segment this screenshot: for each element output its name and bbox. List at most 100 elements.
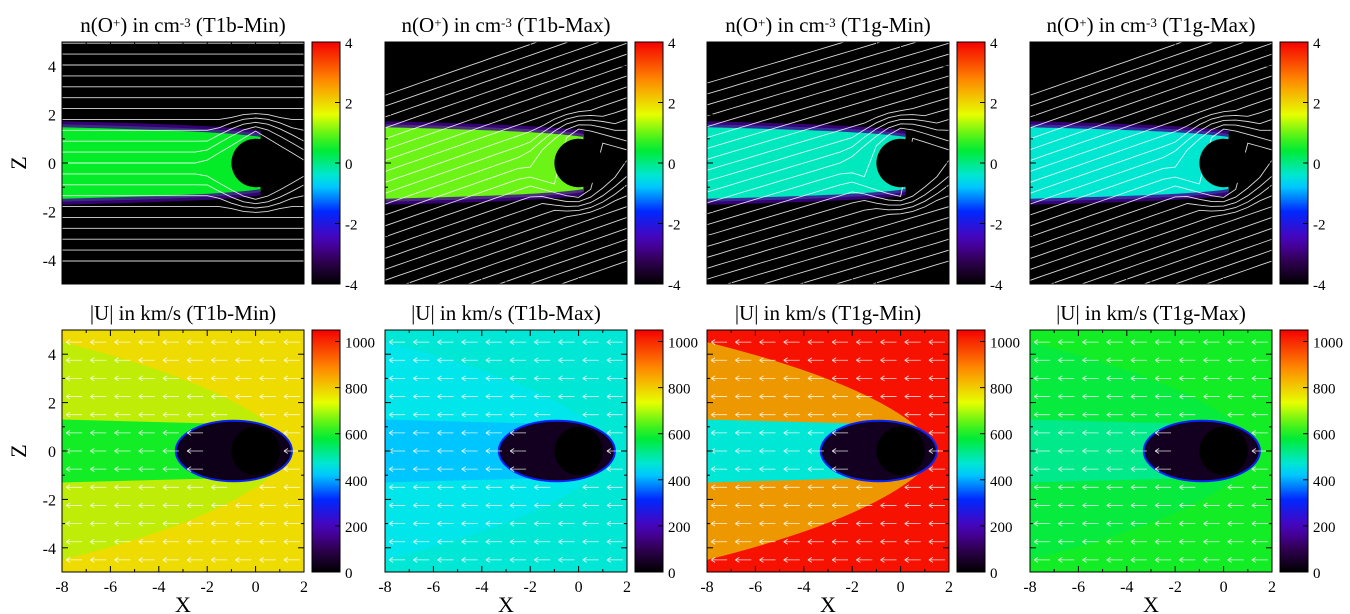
streamline <box>870 260 949 284</box>
velocity-vector <box>606 466 623 472</box>
ion-tail <box>385 124 584 202</box>
velocity-vector <box>1154 393 1172 400</box>
velocity-vector <box>509 430 527 436</box>
streamline <box>1030 86 1272 172</box>
velocity-vector <box>1082 538 1099 545</box>
velocity-vector <box>856 375 873 382</box>
streamline <box>1030 108 1272 194</box>
velocity-vector <box>1227 538 1244 545</box>
streamline <box>1030 142 1272 238</box>
velocity-vector <box>606 430 623 436</box>
velocity-vector <box>904 557 921 563</box>
velocity-vector <box>437 466 454 472</box>
velocity-vector <box>235 393 252 400</box>
colorbar-tick-label: 200 <box>668 520 691 536</box>
velocity-vector <box>388 502 406 509</box>
x-tick-label: 2 <box>623 579 631 596</box>
velocity-vector <box>485 484 502 491</box>
velocity-vector <box>606 448 623 454</box>
velocity-vector <box>259 557 276 563</box>
colorbar-tick-label: 400 <box>1313 474 1336 490</box>
velocity-vector <box>162 411 179 418</box>
velocity-vector <box>880 520 897 527</box>
velocity-vector <box>880 357 897 364</box>
y-tick-label: 2 <box>48 396 56 413</box>
colorbar-tick-label: 0 <box>990 157 998 173</box>
velocity-vector <box>1154 557 1172 563</box>
velocity-vector <box>831 339 849 345</box>
velocity-vector <box>606 538 623 545</box>
velocity-vector <box>65 411 83 418</box>
streamline <box>707 75 949 149</box>
velocity-vector <box>65 502 83 509</box>
velocity-vector <box>856 520 873 527</box>
velocity-vector <box>235 538 252 545</box>
velocity-vector <box>1203 520 1220 527</box>
velocity-vector <box>461 557 478 563</box>
velocity-vector <box>783 484 800 491</box>
velocity-vector <box>65 484 83 491</box>
velocity-vector <box>138 393 155 400</box>
panel-t1g-min-density: n(O+) in cm-3 (T1g-Min) 4 2 0 -2 -4 <box>706 13 1003 294</box>
velocity-vector <box>783 411 800 418</box>
velocity-vector <box>582 557 599 563</box>
velocity-vector <box>211 538 228 545</box>
velocity-vector <box>235 520 252 527</box>
velocity-vector <box>485 538 502 545</box>
velocity-vector <box>807 430 824 436</box>
streamline <box>798 238 949 284</box>
velocity-vector <box>162 520 179 527</box>
velocity-vector <box>1033 393 1051 400</box>
velocity-vector <box>1058 375 1075 382</box>
velocity-vector <box>437 538 454 545</box>
velocity-vector <box>831 411 849 418</box>
streamline <box>1030 195 1272 281</box>
colorbar-tick-label: 800 <box>1313 382 1336 398</box>
velocity-vector <box>582 484 599 491</box>
velocity-vector <box>1033 502 1051 509</box>
x-tick-label: -4 <box>152 579 165 596</box>
colorbar-tick-label: 200 <box>990 520 1013 536</box>
streamline <box>62 113 304 120</box>
velocity-vector <box>186 484 204 491</box>
velocity-vector <box>259 393 276 400</box>
streamline <box>385 42 601 118</box>
velocity-vector <box>1130 430 1147 436</box>
velocity-vector <box>1227 357 1244 364</box>
velocity-vector <box>1179 520 1196 527</box>
x-tick-label: -2 <box>524 579 537 596</box>
velocity-vector <box>114 393 131 400</box>
velocity-vector <box>388 430 406 436</box>
velocity-vector <box>783 375 800 382</box>
tail-boundary-lower <box>1030 189 1229 205</box>
velocity-vector <box>1251 339 1268 345</box>
velocity-vector <box>114 538 131 545</box>
colorbar-tick-label: 4 <box>1313 36 1321 52</box>
velocity-vector <box>1154 339 1172 345</box>
velocity-vector <box>1179 557 1196 563</box>
streamline <box>707 195 949 269</box>
velocity-vector <box>413 538 430 545</box>
colorbar-tick-label: 0 <box>345 157 353 173</box>
y-tick-label: 2 <box>48 108 56 125</box>
velocity-vector <box>437 339 454 345</box>
velocity-vector <box>759 538 776 545</box>
velocity-vector <box>90 411 107 418</box>
x-tick-label: -6 <box>749 579 762 596</box>
colorbar-tick-label: 0 <box>1313 157 1321 173</box>
velocity-vector <box>856 339 873 345</box>
velocity-vector <box>1154 448 1172 454</box>
velocity-vector <box>461 466 478 472</box>
velocity-vector <box>582 538 599 545</box>
streamline <box>62 184 304 205</box>
colorbar-tick-label: 4 <box>990 36 998 52</box>
velocity-vector <box>413 393 430 400</box>
velocity-vector <box>186 430 204 436</box>
velocity-vector <box>856 393 873 400</box>
velocity-vector <box>928 538 945 545</box>
colorbar-tick-label: -4 <box>990 278 1003 294</box>
velocity-vector <box>759 520 776 527</box>
x-tick-label: 2 <box>1268 579 1276 596</box>
streamline <box>707 86 949 160</box>
